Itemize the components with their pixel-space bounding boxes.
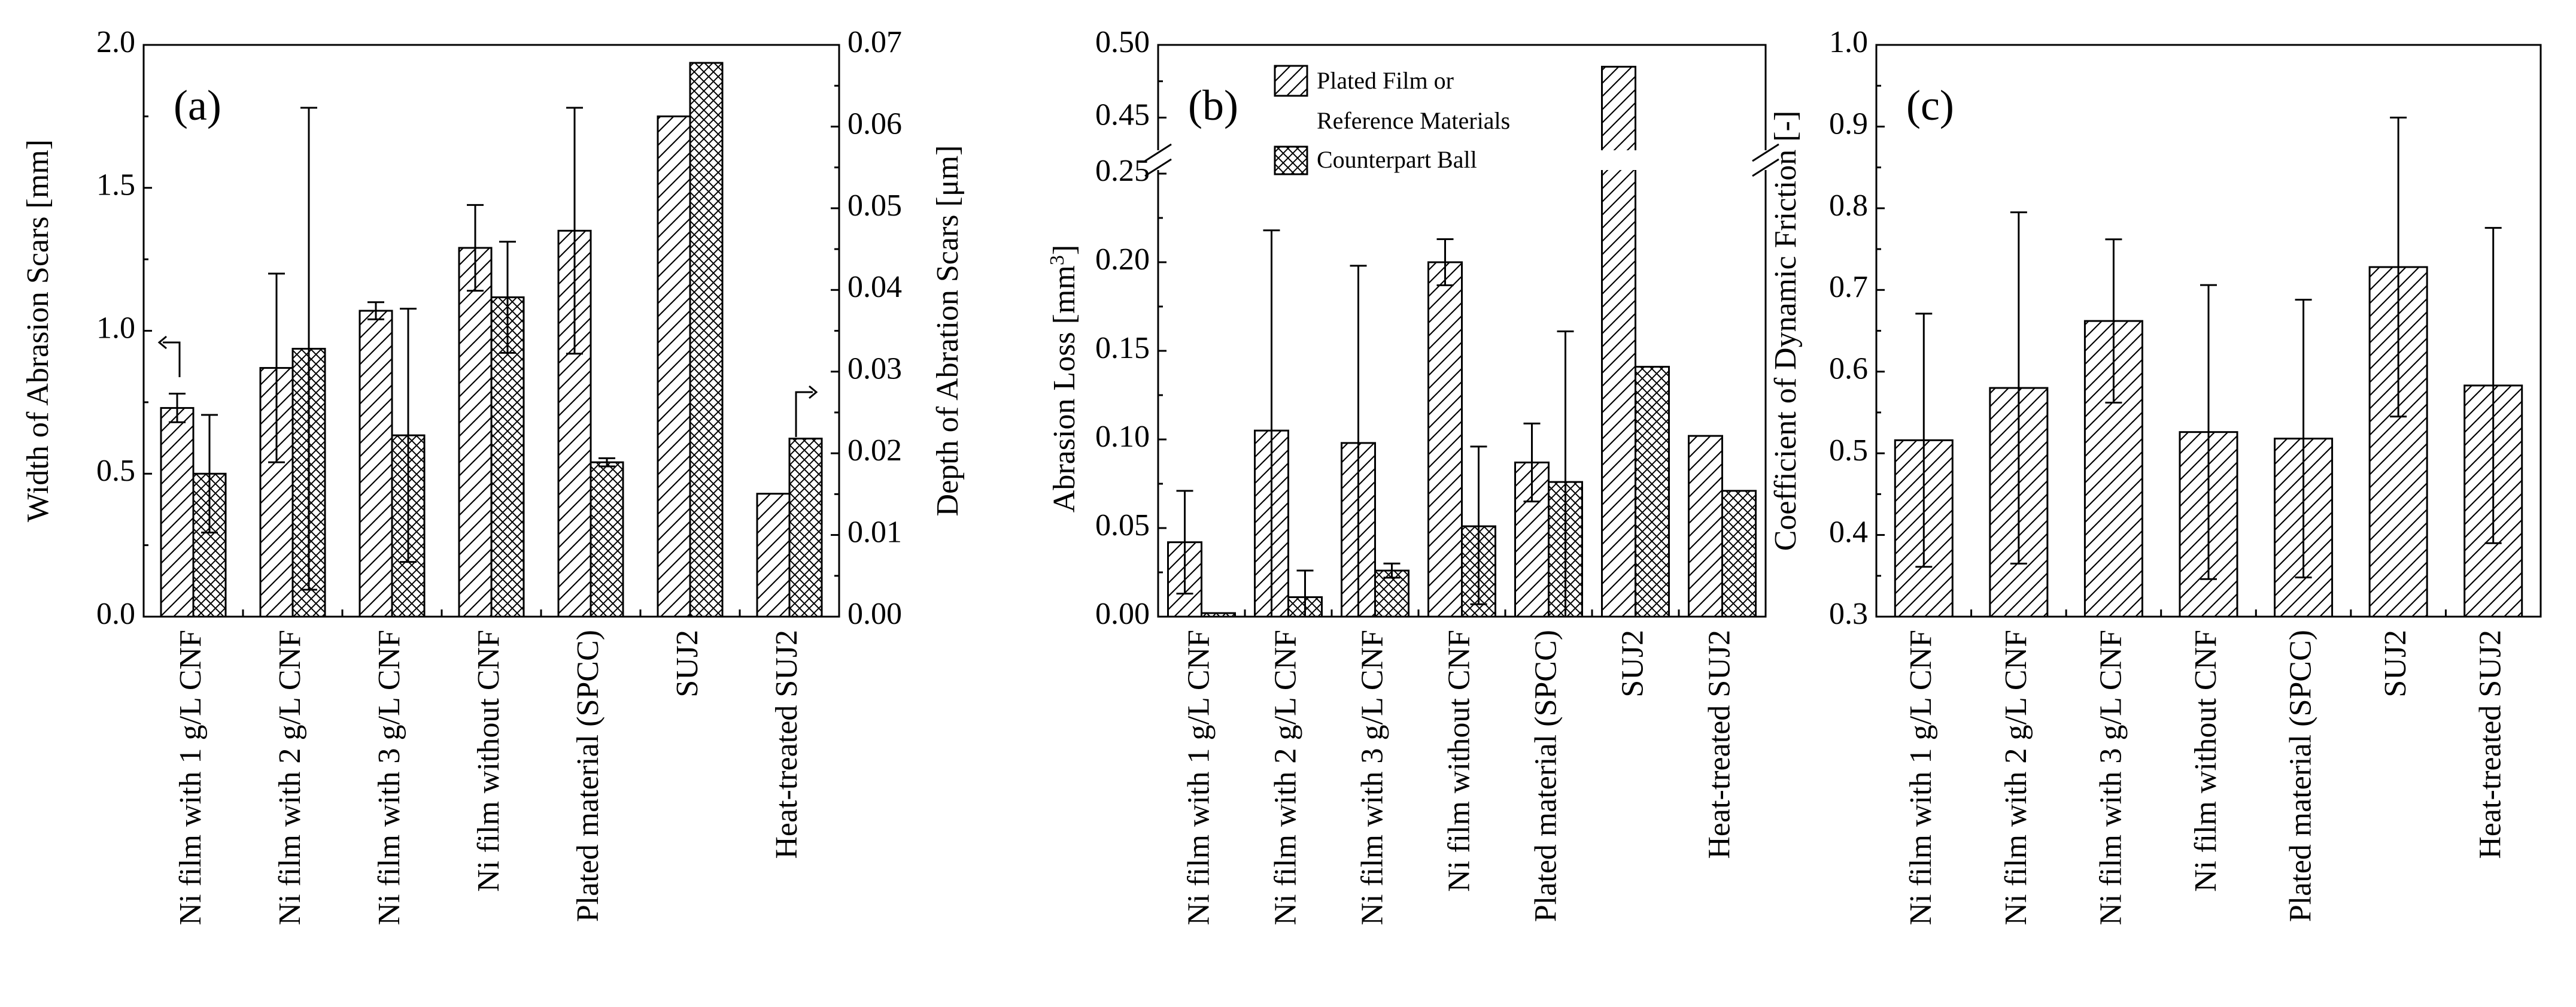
x-tick-label: Ni film with 2 g/L CNF	[273, 630, 307, 926]
x-tick-label: Ni film with 1 g/L CNF	[1904, 630, 1938, 926]
panel-label: (c)	[1906, 81, 1954, 129]
y2-tick-label: 0.01	[847, 515, 902, 550]
x-tick-label: Ni film with 1 g/L CNF	[1181, 630, 1216, 926]
bar-plated-3	[1427, 261, 1463, 618]
y-tick-label: 0.25	[1095, 154, 1150, 188]
x-tick-label: Ni film with 3 g/L CNF	[372, 630, 406, 926]
y-tick-label: 0.05	[1095, 508, 1150, 542]
y-tick-label: 0.6	[1829, 352, 1868, 386]
x-tick-label: Ni film with 3 g/L CNF	[1355, 630, 1389, 926]
y-tick-label: 0.4	[1829, 515, 1868, 550]
panel-a: 0.0 0.5 1.0 1.5 2.0 0.00 0.01 0.02 0.03 0.04 0.05 0…	[21, 25, 965, 926]
x-tick-label: Ni film with 3 g/L CNF	[2094, 630, 2128, 926]
y-tick-label: 0.0	[96, 597, 135, 631]
x-tick-label: Plated material (SPCC)	[1529, 630, 1563, 922]
legend-swatch-ball	[1274, 145, 1308, 175]
y2-tick-label: 0.04	[847, 270, 902, 304]
y-axis-label-text: Abrasion Loss [mm	[1047, 265, 1082, 512]
y-axis-label-superscript: 3	[1046, 255, 1068, 265]
bar-depth-5	[689, 62, 724, 618]
x-tick-label: Ni film without CNF	[2189, 630, 2223, 892]
right-axis-arrow-head	[809, 385, 818, 399]
y-tick-label: 1.5	[96, 168, 135, 202]
x-tick-label: Plated material (SPCC)	[2284, 630, 2318, 922]
x-tick-label: SUJ2	[670, 630, 704, 697]
left-axis-arrow	[163, 341, 181, 377]
axis-break-mark	[1144, 143, 1172, 162]
y-tick-label: 0.8	[1829, 189, 1868, 223]
axis-break-mark	[1752, 143, 1779, 162]
plot-frame	[1157, 44, 1767, 618]
x-tick-label: Plated material (SPCC)	[571, 630, 605, 922]
y2-tick-label: 0.06	[847, 107, 902, 141]
y-axis-label-end: ]	[1047, 245, 1082, 255]
x-tick-label: SUJ2	[1615, 630, 1650, 697]
panel-label: (b)	[1188, 81, 1238, 129]
axis-break-mark	[1144, 158, 1172, 177]
bar-ball-6	[1721, 490, 1757, 618]
y-tick-label: 0.9	[1829, 107, 1868, 141]
bar-width-5	[657, 115, 691, 618]
y-axis-label: Abrasion Loss [mm3]	[1046, 245, 1082, 512]
bar-depth-6	[788, 438, 823, 618]
y-tick-label: 2.0	[96, 25, 135, 59]
y2-axis-label: Depth of Abration Scars [μm]	[931, 145, 965, 517]
left-axis-arrow-head	[157, 335, 167, 350]
bar-width-3	[458, 247, 493, 618]
y-tick-label: 0.20	[1095, 242, 1150, 277]
y2-tick-label: 0.07	[847, 25, 902, 59]
x-tick-label: Heat-treated SUJ2	[770, 630, 804, 859]
x-tick-label: SUJ2	[2378, 630, 2413, 697]
bar-ball-5	[1635, 366, 1670, 618]
y-tick-label: 0.45	[1095, 98, 1150, 132]
panel-label: (a)	[174, 81, 221, 129]
legend-label-ball: Counterpart Ball	[1317, 146, 1477, 173]
x-tick-label: Ni film without CNF	[1442, 630, 1476, 892]
axis-break-mark	[1752, 158, 1779, 177]
bar-plated-6	[1688, 435, 1723, 618]
legend-label-line2: Reference Materials	[1317, 107, 1510, 134]
panel-b: 0.00 0.05 0.10 0.15 0.20 0.25 0.45 0.50 Ni film …	[1046, 25, 1784, 926]
legend-swatch-plated	[1274, 65, 1308, 97]
y2-tick-label: 0.03	[847, 352, 902, 386]
y-tick-label: 0.5	[1829, 433, 1868, 468]
y-tick-label: 0.50	[1095, 25, 1150, 59]
bar-depth-4	[590, 461, 624, 618]
y-axis-label: Width of Abrasion Scars [mm]	[21, 139, 55, 522]
bar-width-2	[359, 310, 393, 618]
x-tick-label: Ni film without CNF	[472, 630, 506, 892]
right-axis-arrow	[795, 391, 813, 437]
y-axis-label: Coefficient of Dynamic Friction [-]	[1769, 111, 1803, 551]
legend-label-line1: Plated Film or	[1317, 67, 1454, 94]
x-tick-label: Ni film with 2 g/L CNF	[1999, 630, 2033, 926]
panel-c: 0.3 0.4 0.5 0.6 0.7 0.8 0.9 1.0 Ni film with 1 g…	[1769, 25, 2542, 926]
bar-plated-5	[1601, 65, 1636, 618]
y-tick-label: 0.10	[1095, 420, 1150, 454]
x-tick-label: Heat-treated SUJ2	[2474, 630, 2508, 859]
y-tick-label: 0.15	[1095, 331, 1150, 365]
y-tick-label: 0.7	[1829, 270, 1868, 304]
y-tick-label: 1.0	[1829, 25, 1868, 59]
y-tick-label: 0.00	[1095, 597, 1150, 631]
y-tick-label: 1.0	[96, 311, 135, 345]
y2-tick-label: 0.05	[847, 189, 902, 223]
x-tick-label: Ni film with 2 g/L CNF	[1268, 630, 1302, 926]
y2-tick-label: 0.02	[847, 433, 902, 468]
x-tick-label: Ni film with 1 g/L CNF	[174, 630, 208, 926]
y-tick-label: 0.5	[96, 454, 135, 488]
y2-tick-label: 0.00	[847, 597, 902, 631]
x-tick-label: Heat-treated SUJ2	[1702, 630, 1736, 859]
y-tick-label: 0.3	[1829, 597, 1868, 631]
bar-width-0	[160, 407, 195, 618]
bar-width-6	[756, 493, 791, 618]
axis-break-gap	[1140, 150, 1784, 170]
